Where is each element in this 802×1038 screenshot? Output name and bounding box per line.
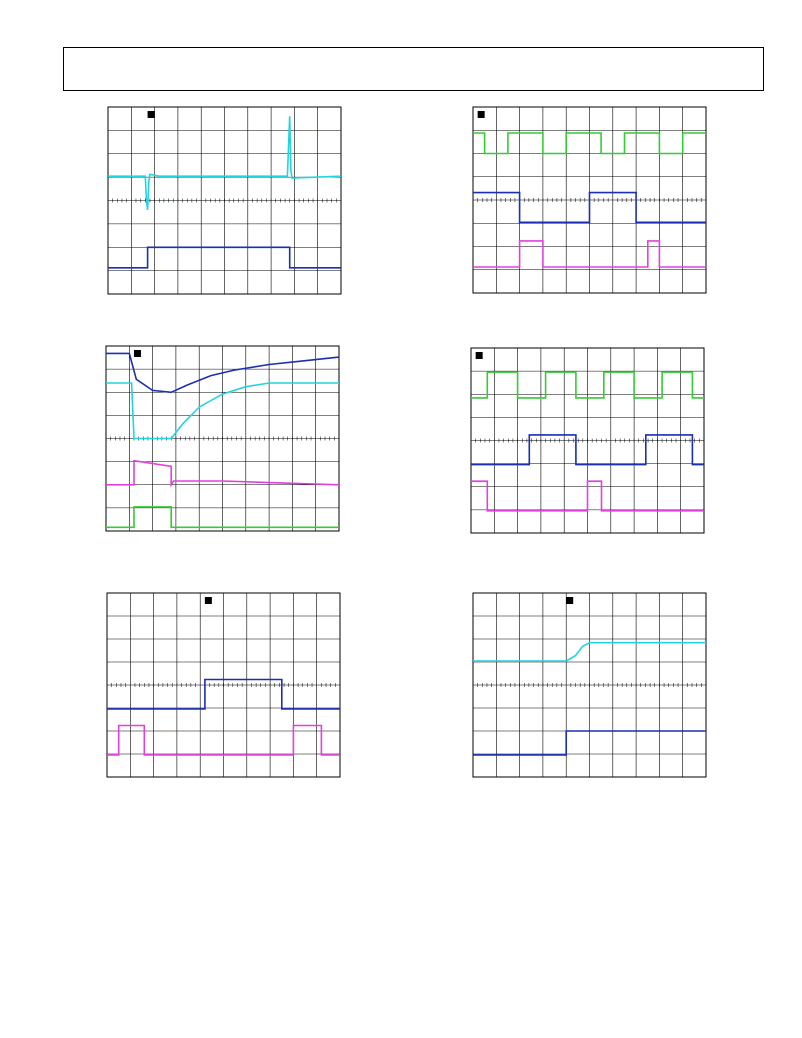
waveform (108, 116, 342, 211)
waveform (473, 730, 706, 756)
trigger-marker (566, 597, 574, 604)
trigger-marker (475, 352, 483, 359)
waveform (471, 434, 704, 466)
scope-plot (106, 592, 341, 778)
waveform (106, 382, 339, 440)
waveform (473, 641, 706, 662)
waveform (473, 132, 706, 155)
waveform (108, 246, 341, 269)
scope-plot (472, 106, 707, 294)
scope-plot (470, 347, 705, 534)
waveform (473, 240, 706, 268)
waveform (106, 352, 340, 394)
waveform (471, 371, 704, 399)
waveform (107, 724, 340, 756)
trigger-marker (133, 350, 141, 357)
trigger-marker (477, 111, 485, 118)
waveform (106, 506, 339, 529)
scope-plot (472, 592, 707, 778)
waveform (107, 678, 340, 710)
trigger-marker (147, 111, 155, 118)
scope-plot (105, 345, 340, 532)
waveform (106, 459, 340, 488)
waveform (471, 480, 704, 512)
trigger-marker (204, 597, 212, 604)
header-box (63, 47, 764, 91)
waveform (473, 191, 706, 224)
scope-plot (107, 106, 342, 295)
